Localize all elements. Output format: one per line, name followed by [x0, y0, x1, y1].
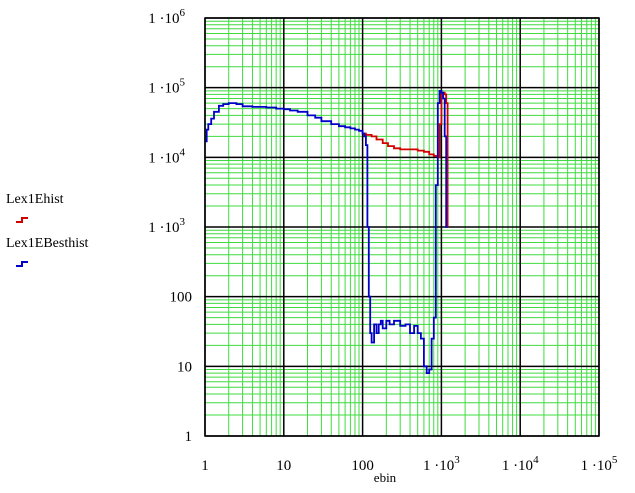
legend-swatch-series-2 — [16, 261, 28, 267]
legend-label-series-1: Lex1Ehist — [6, 192, 64, 207]
y-tick-label: 1 ·103 — [148, 216, 185, 236]
legend-label-series-2: Lex1EBesthist — [6, 236, 89, 251]
x-tick-label: 100 — [351, 458, 374, 474]
y-tick-label: 100 — [170, 290, 193, 306]
y-tick-label: 1 ·104 — [148, 146, 185, 166]
y-tick-label: 1 ·105 — [148, 77, 185, 97]
x-tick-label: 1 ·105 — [581, 454, 618, 474]
y-tick-label: 10 — [177, 359, 192, 375]
series-layer — [205, 90, 449, 374]
plot-frame — [204, 17, 600, 437]
x-tick-label: 1 ·103 — [423, 454, 460, 474]
y-tick-label: 1 — [185, 429, 193, 445]
x-axis-label: ebin — [374, 470, 397, 485]
x-tick-label: 1 — [201, 458, 209, 474]
y-tick-labels: 1 10 100 1 ·103 1 ·104 1 ·105 1 ·106 — [148, 7, 192, 445]
series-line-1 — [362, 91, 449, 227]
series-line-2 — [205, 90, 448, 374]
x-tick-label: 10 — [276, 458, 291, 474]
legend: Lex1Ehist Lex1EBesthist — [6, 192, 89, 267]
x-tick-labels: 1 10 100 1 ·103 1 ·104 1 ·105 — [201, 454, 618, 474]
legend-swatch-series-1 — [16, 217, 28, 223]
x-tick-label: 1 ·104 — [502, 454, 539, 474]
y-tick-label: 1 ·106 — [148, 7, 185, 27]
